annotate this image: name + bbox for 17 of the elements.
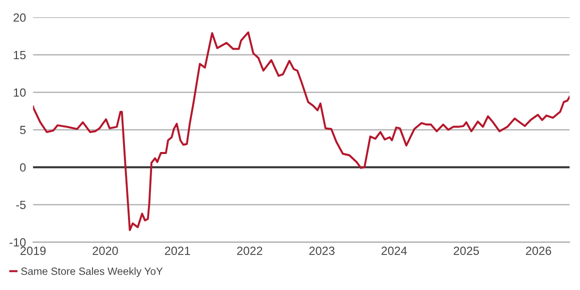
y-tick-label: -10 xyxy=(10,238,26,247)
legend-label: Same Store Sales Weekly YoY xyxy=(21,267,163,277)
x-tick-label: 2019 xyxy=(20,246,46,255)
x-tick-label: 2021 xyxy=(164,246,190,255)
x-tick-label: 2024 xyxy=(382,246,407,255)
y-tick-label: 0 xyxy=(20,163,26,172)
y-tick-label: 15 xyxy=(14,51,26,60)
line-series xyxy=(33,31,570,232)
y-tick-label: 5 xyxy=(20,126,26,134)
y-tick-label: -5 xyxy=(16,200,26,210)
x-tick-label: 2020 xyxy=(92,246,118,255)
x-tick-label: 2023 xyxy=(309,246,335,255)
x-tick-label: 2025 xyxy=(454,246,479,255)
x-tick-label: 2026 xyxy=(526,246,552,255)
y-tick-label: 20 xyxy=(14,13,26,22)
y-tick-label: 10 xyxy=(14,88,26,97)
x-tick-label: 2022 xyxy=(237,246,262,255)
